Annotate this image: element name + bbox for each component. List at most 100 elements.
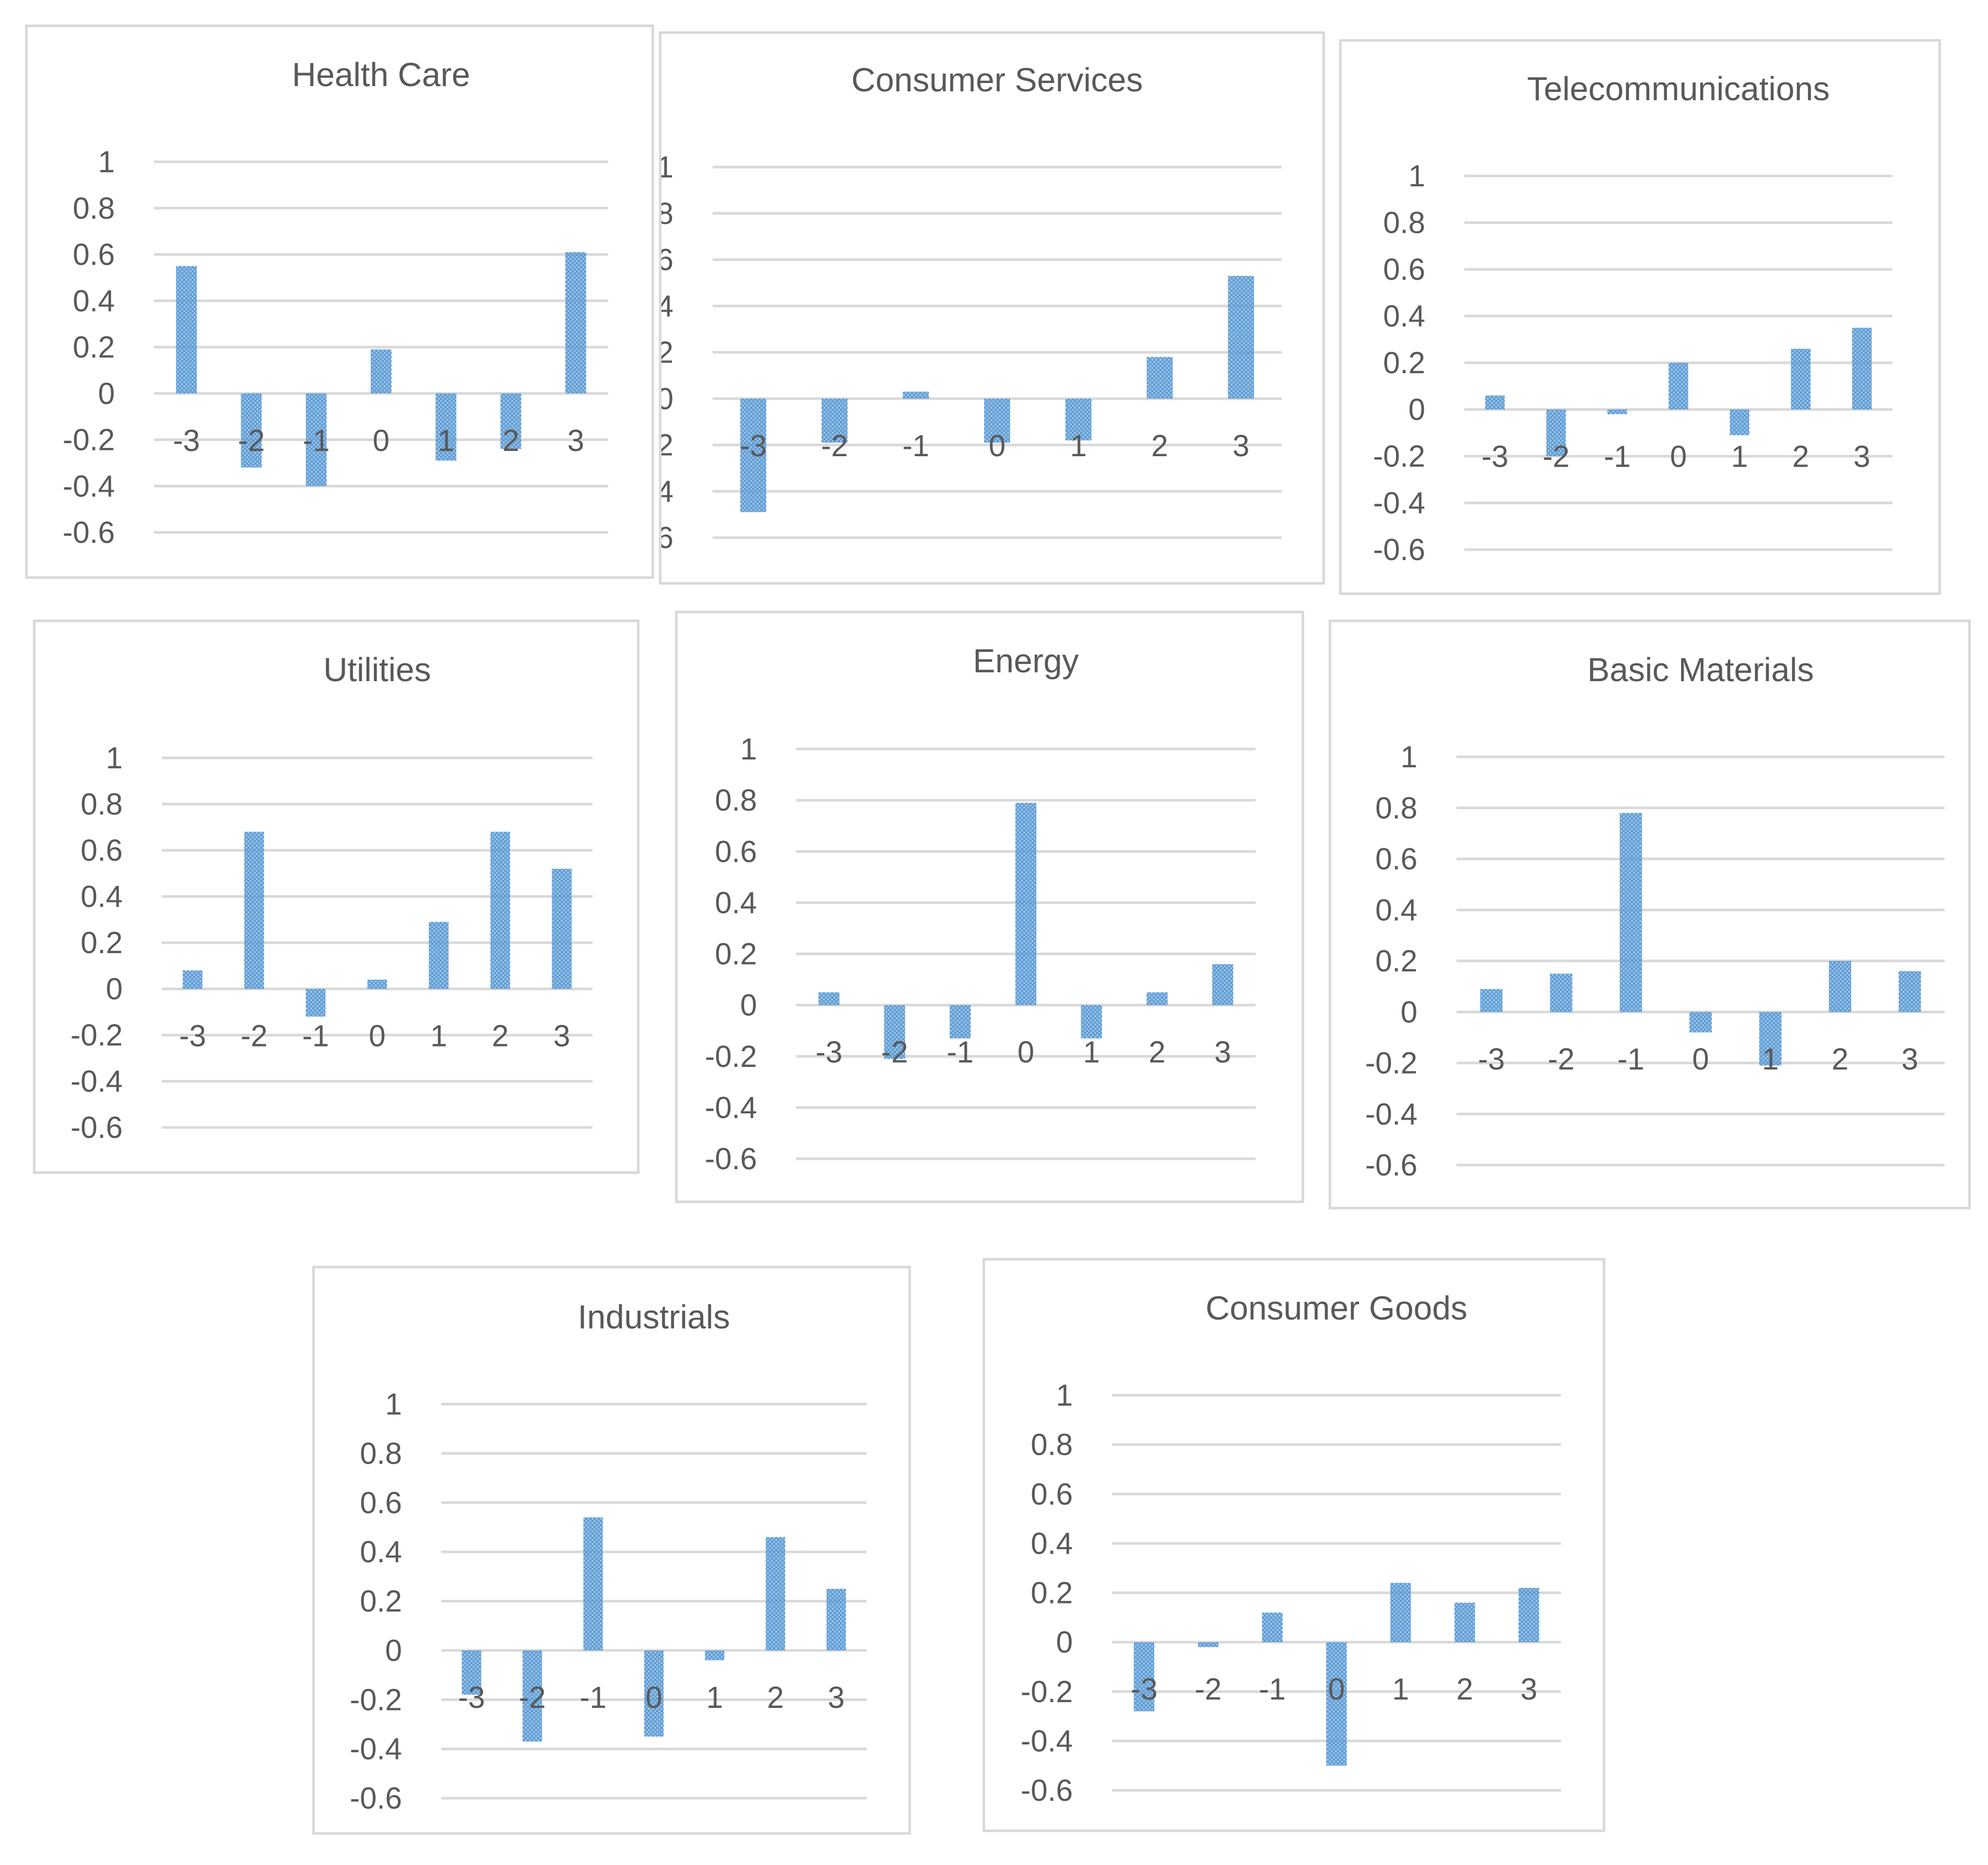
y-tick-label: 0.4	[360, 1535, 402, 1569]
bar-2	[500, 393, 522, 449]
bar-0	[367, 979, 387, 989]
chart-title: Utilities	[323, 651, 431, 688]
x-tick-label: -3	[1131, 1672, 1158, 1706]
bar--1	[305, 989, 326, 1017]
bar--3	[176, 266, 197, 394]
x-tick-label: -3	[1478, 1042, 1505, 1076]
chart-panel-health-care: Health Care 1 0.8 0.6 0.4 0.2 0 -0.2 -0.4 -0.6 -3 -…	[25, 25, 654, 579]
chart-title: Industrials	[578, 1298, 730, 1336]
x-tick-label: 3	[1233, 429, 1249, 463]
y-tick-label: 0.4	[1031, 1527, 1073, 1561]
y-tick-label: 0.6	[73, 238, 115, 272]
y-tick-label: 1	[106, 741, 123, 775]
x-tick-label: -1	[1259, 1672, 1286, 1706]
y-tick-label: -0.2	[70, 1018, 123, 1052]
x-tick-label: 3	[828, 1681, 845, 1715]
bar--1	[1262, 1612, 1283, 1643]
y-tick-label: -0.2	[1021, 1675, 1073, 1709]
bar--2	[1198, 1642, 1218, 1647]
y-tick-label: 0.2	[1375, 944, 1417, 978]
bar-3	[1228, 276, 1255, 399]
y-tick-label: 0.2	[80, 926, 123, 960]
bar-2	[1829, 961, 1852, 1012]
chart-panel-basic-materials: Basic Materials 1 0.8 0.6 0.4 0.2 0 -0.2 -0.4 -0.…	[1329, 620, 1971, 1209]
y-tick-label: -0.6	[705, 1142, 757, 1176]
bar-2	[1791, 349, 1811, 410]
x-tick-label: -2	[881, 1036, 908, 1070]
y-tick-label: -0.6	[70, 1111, 123, 1145]
y-tick-label: 1	[661, 150, 673, 184]
y-tick-label: 0.2	[360, 1585, 402, 1619]
x-tick-label: -1	[1617, 1042, 1644, 1076]
x-tick-label: -2	[241, 1019, 268, 1053]
bar-2	[765, 1537, 785, 1650]
x-tick-label: 0	[1670, 440, 1687, 474]
chart-svg: Consumer Goods 1 0.8 0.6 0.4 0.2 0 -0.2 -0.4 -0.6…	[1021, 1289, 1561, 1808]
bar--1	[950, 1005, 971, 1039]
y-tick-label: 1	[98, 145, 115, 179]
y-tick-label: 0.4	[661, 289, 673, 323]
y-tick-label: 0	[661, 382, 673, 416]
bar-0	[644, 1650, 664, 1737]
bar--2	[244, 831, 264, 989]
y-tick-label: 0	[385, 1634, 402, 1668]
chart-panel-consumer-goods: Consumer Goods 1 0.8 0.6 0.4 0.2 0 -0.2 -0.4 -0.6…	[983, 1258, 1605, 1832]
chart-panel-telecommunications: Telecommunications 1 0.8 0.6 0.4 0.2 0 -0.2 -0.4…	[1339, 39, 1941, 595]
y-tick-label: -0.6	[63, 516, 115, 550]
x-tick-label: -2	[1543, 440, 1570, 474]
y-tick-label: -0.4	[63, 469, 115, 503]
x-tick-label: -2	[821, 429, 848, 463]
y-tick-label: 0.2	[73, 330, 115, 364]
x-tick-label: 1	[430, 1019, 447, 1053]
bar-3	[565, 252, 586, 394]
bar-1	[435, 393, 457, 461]
bar--2	[1549, 973, 1572, 1012]
y-tick-label: 0.4	[1383, 300, 1425, 334]
bar--2	[241, 393, 262, 468]
bar-1	[1390, 1583, 1411, 1643]
x-tick-label: -3	[740, 429, 767, 463]
chart-title: Health Care	[292, 56, 470, 93]
x-tick-label: 3	[1901, 1042, 1918, 1076]
bar-3	[552, 869, 572, 989]
bar-1	[1065, 398, 1092, 441]
bar--1	[1607, 409, 1627, 414]
chart-title: Energy	[973, 642, 1079, 680]
x-tick-label: 0	[645, 1681, 662, 1715]
x-tick-label: 1	[1762, 1042, 1779, 1076]
y-tick-label: 0.6	[661, 243, 673, 277]
y-tick-label: -0.2	[705, 1040, 757, 1074]
y-tick-label: 0	[1409, 393, 1425, 427]
bar-3	[1898, 971, 1921, 1012]
y-tick-label: 0.4	[80, 880, 123, 914]
y-tick-label: 0.8	[1031, 1428, 1073, 1462]
y-tick-label: -0.6	[661, 521, 673, 555]
y-tick-label: 0.6	[1375, 842, 1417, 876]
chart-svg: Energy 1 0.8 0.6 0.4 0.2 0 -0.2 -0.4 -0.6 -3 -2 -1 0 1…	[705, 642, 1256, 1176]
y-tick-label: 0	[1056, 1625, 1073, 1659]
y-tick-label: -0.6	[1373, 533, 1425, 567]
y-tick-label: -0.6	[1365, 1148, 1417, 1182]
y-tick-label: -0.2	[661, 429, 673, 462]
y-tick-label: 0.8	[73, 192, 115, 225]
x-tick-label: 0	[373, 424, 389, 458]
y-tick-label: 1	[1401, 740, 1417, 774]
y-tick-label: 0.6	[1383, 253, 1425, 287]
chart-panel-energy: Energy 1 0.8 0.6 0.4 0.2 0 -0.2 -0.4 -0.6 -3 -2 -1 0 1…	[675, 611, 1304, 1203]
bar--3	[818, 992, 839, 1005]
y-tick-label: 0.2	[715, 937, 757, 971]
y-tick-label: -0.2	[350, 1683, 402, 1717]
y-tick-label: -0.4	[350, 1732, 402, 1766]
chart-title: Consumer Services	[851, 61, 1143, 99]
x-tick-label: 2	[502, 424, 519, 458]
x-tick-label: -2	[238, 424, 265, 458]
y-tick-label: 0	[740, 989, 757, 1023]
y-tick-label: -0.4	[70, 1065, 123, 1099]
bar--1	[305, 393, 327, 486]
x-tick-label: -2	[519, 1681, 546, 1715]
x-tick-label: -3	[173, 424, 200, 458]
bar-2	[1454, 1602, 1475, 1643]
x-tick-label: -3	[815, 1036, 843, 1070]
bar-0	[984, 398, 1010, 443]
x-tick-label: -1	[302, 1019, 329, 1053]
